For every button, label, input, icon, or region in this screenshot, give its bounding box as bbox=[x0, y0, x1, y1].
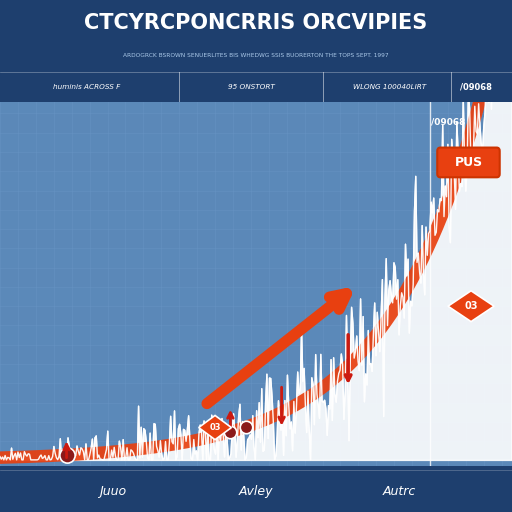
Text: Avley: Avley bbox=[239, 485, 273, 498]
Bar bbox=[0, 287, 512, 306]
Bar bbox=[0, 133, 512, 152]
Text: 95 ONSTORT: 95 ONSTORT bbox=[227, 84, 274, 90]
Bar bbox=[0, 210, 512, 229]
Bar bbox=[0, 402, 512, 422]
Text: /09068: /09068 bbox=[460, 82, 492, 92]
Bar bbox=[0, 171, 512, 190]
Bar bbox=[0, 248, 512, 268]
Text: huminis ACROSS F: huminis ACROSS F bbox=[53, 84, 121, 90]
Bar bbox=[0, 94, 512, 114]
Text: ARDOGRCK BSROWN SENUERLITES BIS WHEDWG SSIS BUORERTON THE TOPS SEPT. 1997: ARDOGRCK BSROWN SENUERLITES BIS WHEDWG S… bbox=[123, 53, 389, 58]
Polygon shape bbox=[448, 291, 494, 322]
Bar bbox=[0, 364, 512, 383]
Text: CTCYRCPONCRRIS ORCVIPIES: CTCYRCPONCRRIS ORCVIPIES bbox=[84, 13, 428, 33]
Text: Juuo: Juuo bbox=[99, 485, 126, 498]
Text: PUS: PUS bbox=[455, 156, 482, 169]
Bar bbox=[0, 441, 512, 460]
Polygon shape bbox=[199, 415, 231, 440]
Text: 03: 03 bbox=[464, 301, 478, 311]
FancyBboxPatch shape bbox=[437, 147, 500, 177]
Text: 03: 03 bbox=[209, 423, 221, 432]
Text: /09068: /09068 bbox=[431, 117, 465, 126]
Text: Autrc: Autrc bbox=[383, 485, 416, 498]
Bar bbox=[0, 326, 512, 345]
Text: WLONG 100040LIRT: WLONG 100040LIRT bbox=[353, 84, 425, 90]
